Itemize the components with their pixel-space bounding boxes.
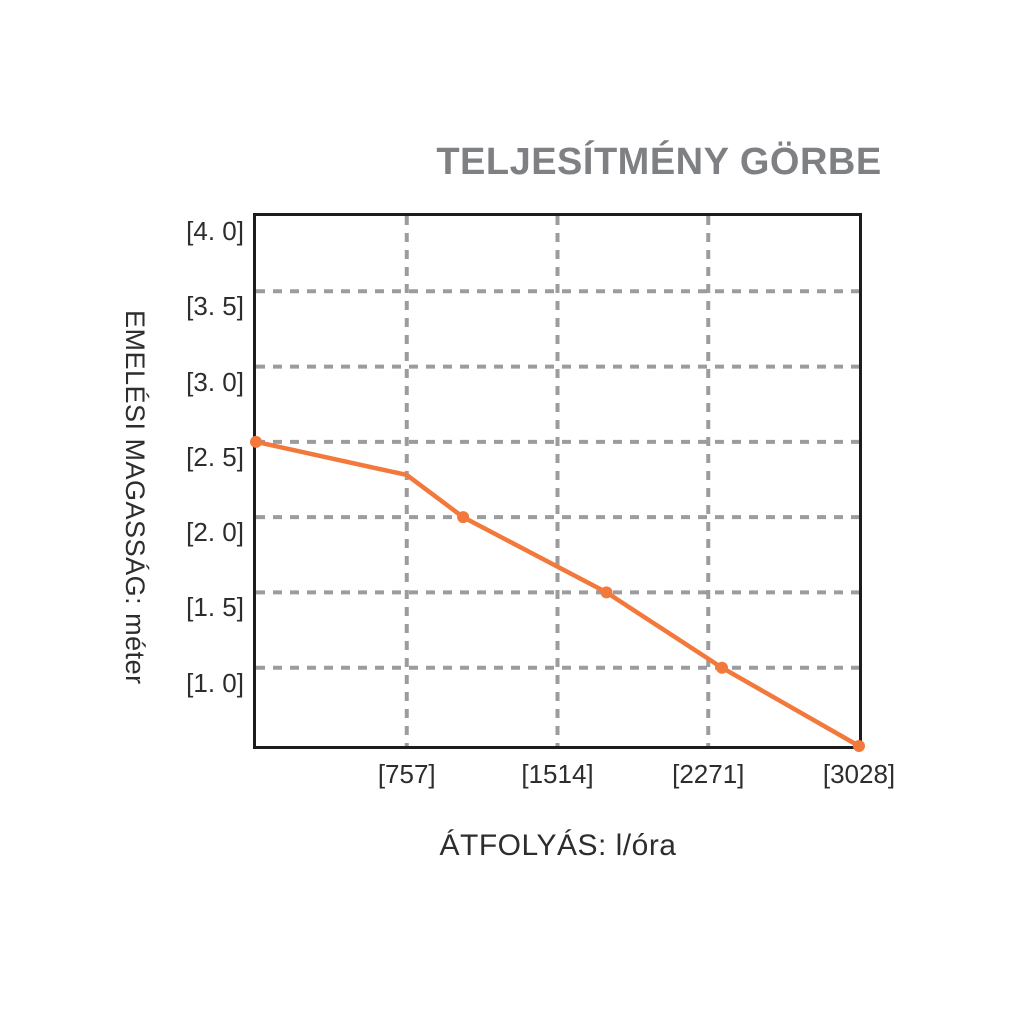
y-tick-label: [3. 5] — [186, 291, 244, 322]
chart-title: TELJESÍTMÉNY GÖRBE — [436, 141, 882, 183]
y-tick-label: [4. 0] — [186, 216, 244, 246]
data-point-marker — [250, 435, 262, 448]
y-tick-label: [1. 0] — [186, 667, 244, 698]
data-point-marker — [600, 586, 613, 599]
x-tick-label: [3028] — [822, 759, 896, 789]
x-tick-label: [1514] — [521, 759, 594, 789]
y-tick-label: [2. 0] — [186, 517, 244, 548]
x-axis-title: ÁTFOLYÁS: l/óra — [439, 829, 677, 862]
x-tick-label: [2271] — [672, 759, 745, 789]
curve-line — [253, 439, 862, 749]
x-tick-label: [757] — [377, 759, 436, 789]
y-tick-label: [2. 5] — [186, 441, 244, 472]
data-point-marker — [715, 661, 728, 674]
y-tick-label: [1. 5] — [186, 592, 244, 623]
plot-svg — [250, 216, 865, 752]
y-axis-title: EMELÉSI MAGASSÁG: méter — [120, 310, 150, 685]
data-point-marker — [457, 511, 470, 524]
plot-area — [250, 213, 865, 752]
data-point-marker — [853, 740, 865, 752]
y-tick-label: [3. 0] — [186, 366, 244, 397]
